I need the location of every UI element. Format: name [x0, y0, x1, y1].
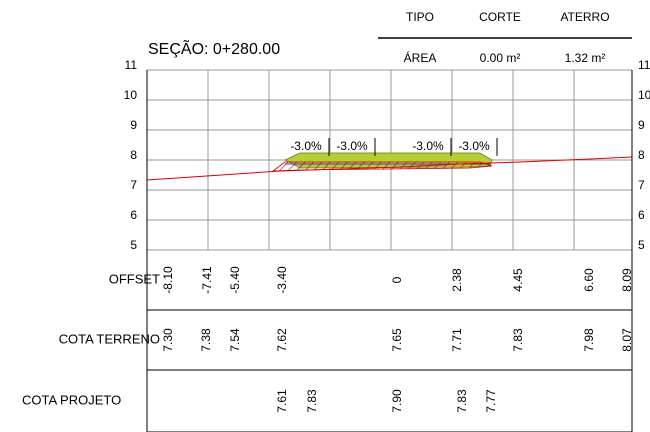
y-label: 5 — [130, 238, 137, 252]
header-column: ATERRO — [560, 10, 609, 24]
y-label-right: 9 — [638, 118, 645, 132]
y-label-right: 8 — [638, 148, 645, 162]
y-label: 11 — [125, 58, 138, 72]
row-value: 8.09 — [620, 268, 634, 292]
y-label-right: 10 — [638, 88, 650, 102]
slope-label: -3.0% — [336, 139, 368, 153]
project-row — [146, 369, 633, 432]
header-column: CORTE — [479, 10, 521, 24]
slope-label: -3.0% — [458, 139, 490, 153]
y-label-right: 11 — [638, 58, 650, 72]
header-cell: 1.32 m² — [565, 51, 606, 65]
y-label: 6 — [130, 208, 137, 222]
row-value: 7.90 — [390, 389, 404, 413]
header-column: TIPO — [406, 10, 434, 24]
section-title: SEÇÃO: 0+280.00 — [148, 38, 280, 58]
row-value: 7.77 — [484, 389, 498, 413]
slope-label: -3.0% — [412, 139, 444, 153]
row-value: 4.45 — [511, 268, 525, 292]
row-label: COTA TERRENO — [59, 331, 160, 346]
row-label: COTA PROJETO — [22, 392, 121, 407]
row-label: OFFSET — [109, 271, 160, 286]
row-value: 8.07 — [620, 328, 634, 352]
header-cell: 0.00 m² — [480, 51, 521, 65]
terrain-line — [146, 156, 633, 181]
y-label: 7 — [130, 178, 137, 192]
row-value: 7.83 — [455, 389, 469, 413]
row-value: 7.83 — [305, 389, 319, 413]
row-value: -7.41 — [200, 266, 214, 294]
row-value: 7.30 — [161, 328, 175, 352]
row-value: 7.61 — [275, 389, 289, 413]
row-value: 7.62 — [275, 328, 289, 352]
header-cell: ÁREA — [404, 50, 437, 65]
y-label: 8 — [130, 148, 137, 162]
y-label-right: 7 — [638, 178, 645, 192]
row-value: 7.65 — [390, 328, 404, 352]
row-value: -8.10 — [161, 266, 175, 294]
row-value: 7.71 — [450, 328, 464, 352]
row-value: 7.54 — [228, 328, 242, 352]
y-label-right: 6 — [638, 208, 645, 222]
row-value: 7.38 — [199, 328, 213, 352]
y-label: 9 — [130, 118, 137, 132]
slope-label: -3.0% — [290, 139, 322, 153]
y-label: 10 — [124, 88, 138, 102]
row-value: -5.40 — [228, 266, 242, 294]
y-label-right: 5 — [638, 238, 645, 252]
row-value: 6.60 — [582, 268, 596, 292]
row-value: 2.38 — [450, 268, 464, 292]
row-value: 7.83 — [511, 328, 525, 352]
row-value: 7.98 — [582, 328, 596, 352]
row-value: 0 — [390, 276, 404, 283]
row-value: -3.40 — [275, 266, 289, 294]
